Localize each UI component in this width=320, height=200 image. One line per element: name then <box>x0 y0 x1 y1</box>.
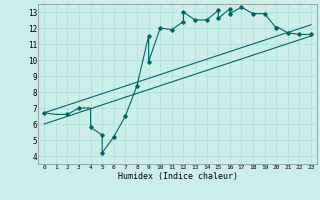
X-axis label: Humidex (Indice chaleur): Humidex (Indice chaleur) <box>118 172 238 181</box>
